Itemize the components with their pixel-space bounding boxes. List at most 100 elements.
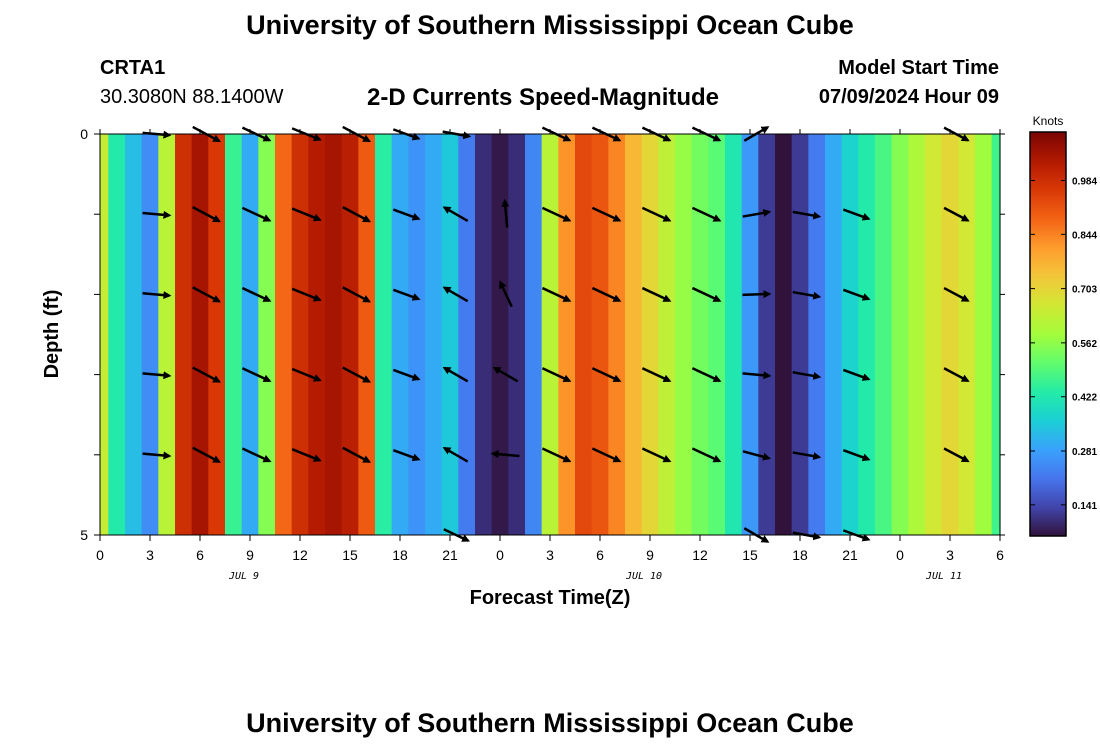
x-date-label: JUL 11 [925,571,962,582]
x-tick-label: 9 [646,547,654,563]
current-vector-arrow [192,446,222,463]
x-tick-label: 9 [246,547,254,563]
footer-title: University of Southern Mississippi Ocean… [246,708,854,738]
x-tick-label: 18 [392,547,408,563]
x-date-label: JUL 9 [228,571,259,582]
x-date-label: JUL 10 [625,571,662,582]
x-tick-label: 3 [546,547,554,563]
heatmap-cell [708,134,726,535]
heatmap-cell [775,134,793,535]
heatmap-cell [541,134,559,535]
x-tick-label: 15 [342,547,358,563]
current-vector-arrow [142,371,172,380]
x-tick-label: 0 [496,547,504,563]
current-vector-arrow [192,206,222,223]
x-tick-label: 3 [146,547,154,563]
current-vectors [142,125,970,543]
current-vector-arrow [842,449,871,462]
heatmap-cell [441,134,459,535]
current-vector-arrow [501,198,510,228]
y-tick-label: 0 [80,126,88,142]
heatmap-cell [575,134,593,535]
heatmap-cell [425,134,443,535]
current-vector-arrow [591,367,622,383]
current-vector-arrow [541,367,572,383]
heatmap-cell [458,134,476,535]
heatmap-cell [608,134,626,535]
main-title: University of Southern Mississippi Ocean… [246,10,854,40]
heatmap-cell [408,134,426,535]
x-tick-label: 0 [96,547,104,563]
heatmap-cell [191,134,209,535]
current-vector-arrow [241,206,272,222]
current-vector-arrow [792,451,822,461]
current-vector-arrow [342,286,372,303]
x-axis-title: Forecast Time(Z) [470,587,631,609]
heatmap-cell [125,134,143,535]
current-vector-arrow [943,286,970,302]
current-vector-arrow [691,447,722,463]
heatmap-cell [141,134,159,535]
current-vector-arrow [442,366,469,383]
current-vector-arrow [392,368,421,381]
colorbar-tick-label: 0.984 [1072,176,1097,187]
x-tick-label: 6 [196,547,204,563]
current-vector-arrow [591,206,622,222]
current-vector-arrow [691,206,722,222]
current-vector-arrow [792,290,822,300]
current-vector-arrow [742,290,772,299]
current-vector-arrow [492,366,519,383]
chart-subtitle: 2-D Currents Speed-Magnitude [367,84,720,111]
current-vector-arrow [142,210,172,219]
heatmap-cell [241,134,259,535]
heatmap-cell [825,134,843,535]
x-tick-label: 21 [842,547,858,563]
current-vector-arrow [591,286,622,302]
current-vector-arrow [241,286,272,302]
x-tick-label: 3 [946,547,954,563]
current-vector-arrow [499,280,513,308]
x-tick-label: 21 [442,547,458,563]
model-start-value: 07/09/2024 Hour 09 [818,86,999,108]
y-axis-title: Depth (ft) [41,290,63,379]
heatmap-cell [175,134,193,535]
heatmap-cell [375,134,393,535]
heatmap-cell [875,134,893,535]
heatmap-cell [725,134,743,535]
current-vector-arrow [591,447,622,463]
x-tick-label: 6 [596,547,604,563]
current-vector-arrow [392,288,421,301]
colorbar-tick-label: 0.281 [1072,447,1097,458]
current-vector-arrow [943,447,970,463]
heatmap-cell [625,134,643,535]
colorbar-tick-label: 0.141 [1072,501,1097,512]
heatmap-cell [308,134,326,535]
colorbar-tick-label: 0.422 [1072,393,1097,404]
heatmap-cell [475,134,493,535]
heatmap-cell [391,134,409,535]
current-vector-arrow [541,447,572,463]
current-vector-arrow [442,286,469,303]
heatmap-cell [341,134,359,535]
current-vector-arrow [792,371,822,380]
current-vector-arrow [342,446,372,463]
heatmap-cell [691,134,709,535]
heatmap-cell [941,134,959,535]
heatmap-cell [325,134,343,535]
model-start-label: Model Start Time [838,57,999,79]
current-vector-arrow [641,286,672,302]
current-vector-arrow [742,371,772,380]
colorbar-tick-label: 0.844 [1072,230,1097,241]
station-coordinates: 30.3080N 88.1400W [100,86,284,108]
heatmap-cell [358,134,376,535]
current-vector-arrow [392,449,421,462]
heatmap-cell [525,134,543,535]
heatmap-cell [858,134,876,535]
current-vector-arrow [192,286,222,303]
axes: 0 3 6 9 12 15 18 21 0 3 6 9 12 15 18 21 0 3 6 JUL 9 JUL 10 JU… [80,126,1005,582]
current-vector-arrow [442,446,469,463]
current-vector-arrow [442,206,469,223]
heatmap-cell [958,134,976,535]
current-vector-arrow [142,451,172,460]
